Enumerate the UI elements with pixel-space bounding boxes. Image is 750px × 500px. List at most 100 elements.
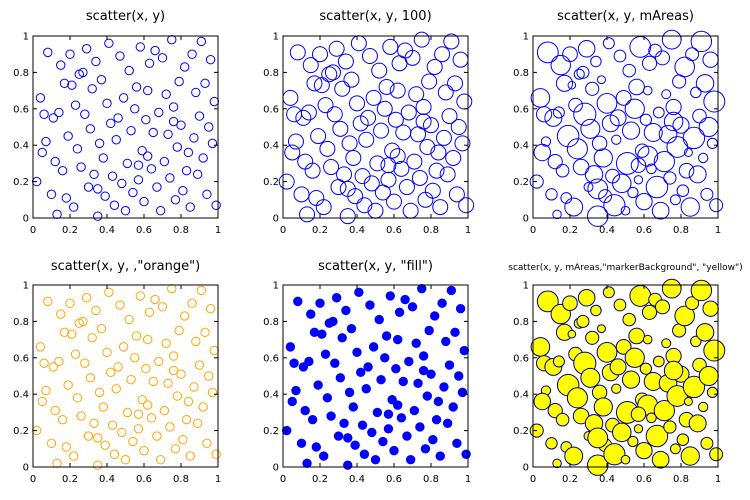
- scatter-point: [690, 279, 713, 302]
- scatter-point: [630, 406, 647, 422]
- x-tick-label: 1: [465, 474, 471, 485]
- scatter-point: [459, 345, 469, 356]
- scatter-point: [383, 424, 394, 434]
- scatter-point: [69, 451, 79, 461]
- scatter-point: [326, 411, 336, 421]
- scatter-point: [653, 150, 675, 173]
- scatter-point: [85, 124, 96, 134]
- scatter-point: [602, 286, 615, 299]
- x-tick-label: 1: [465, 225, 471, 236]
- scatter-point: [41, 385, 51, 396]
- subplot-2: scatter(x, y, 100) 0 0.2 0.4 0.6 0.8 1 0 0.2 0.4 0…: [263, 9, 475, 236]
- subplot-6: scatter(x, y, mAreas,"markerBackground",…: [508, 263, 742, 485]
- scatter-point: [573, 68, 585, 80]
- scatter-point: [111, 135, 121, 145]
- scatter-point: [52, 209, 62, 220]
- scatter-point: [709, 198, 724, 213]
- scatter-point: [363, 175, 380, 192]
- scatter-point: [339, 180, 356, 197]
- scatter-point: [72, 393, 83, 403]
- scatter-markers: [32, 283, 221, 470]
- scatter-point: [417, 283, 427, 294]
- scatter-point: [450, 327, 460, 338]
- scatter-point: [76, 411, 86, 421]
- subplot-title: scatter(x, y, ,"orange"): [51, 259, 200, 274]
- scatter-point: [61, 442, 72, 452]
- x-tick-label: 0.8: [173, 474, 189, 485]
- scatter-point: [154, 356, 164, 367]
- scatter-point: [437, 84, 454, 101]
- scatter-point: [430, 144, 447, 161]
- scatter-point: [54, 356, 64, 367]
- scatter-point: [80, 358, 90, 368]
- scatter-point: [350, 440, 360, 450]
- axes-frame: [32, 284, 219, 468]
- scatter-point: [621, 121, 641, 140]
- scatter-point: [211, 200, 221, 210]
- scatter-point: [89, 418, 99, 429]
- scatter-point: [389, 148, 406, 165]
- scatter-point: [48, 113, 59, 123]
- scatter-point: [78, 316, 88, 327]
- scatter-point: [555, 412, 570, 427]
- scatter-point: [300, 104, 317, 121]
- scatter-point: [289, 44, 306, 61]
- scatter-point: [642, 334, 653, 345]
- scatter-point: [661, 29, 682, 50]
- scatter-point: [373, 122, 390, 139]
- scatter-point: [172, 391, 183, 401]
- scatter-point: [680, 197, 700, 217]
- y-tick-label: 0.2: [263, 177, 279, 188]
- scatter-point: [209, 345, 220, 356]
- y-tick-label: 0.6: [263, 104, 279, 115]
- scatter-point: [39, 109, 49, 119]
- scatter-point: [641, 304, 658, 320]
- scatter-point: [587, 178, 609, 200]
- scatter-point: [369, 155, 386, 172]
- scatter-point: [622, 312, 636, 327]
- scatter-point: [354, 168, 371, 185]
- scatter-point: [168, 351, 179, 361]
- scatter-point: [65, 298, 75, 308]
- scatter-point: [300, 405, 310, 416]
- scatter-point: [411, 338, 421, 348]
- subplot-title: scatter(x, y, "fill"): [318, 259, 433, 274]
- scatter-point: [83, 431, 94, 441]
- scatter-point: [291, 385, 301, 396]
- scatter-point: [648, 43, 662, 58]
- scatter-point: [547, 153, 563, 170]
- scatter-point: [661, 338, 672, 349]
- scatter-point: [458, 197, 475, 214]
- scatter-point: [312, 46, 328, 63]
- scatter-point: [332, 120, 349, 137]
- y-tick-label: 0.8: [13, 68, 29, 79]
- x-tick-label: 1: [215, 474, 221, 485]
- scatter-point: [319, 140, 336, 157]
- scatter-point: [372, 407, 383, 418]
- scatter-point: [587, 205, 609, 227]
- scatter-point: [624, 98, 645, 119]
- scatter-point: [367, 427, 377, 438]
- scatter-point: [530, 337, 551, 357]
- scatter-point: [690, 335, 702, 348]
- scatter-point: [593, 397, 613, 417]
- y-tick-label: 0.8: [263, 317, 279, 328]
- scatter-point: [603, 443, 626, 466]
- y-tick-label: 0.8: [263, 68, 279, 79]
- scatter-point: [535, 106, 553, 123]
- subplot-3: scatter(x, y, mAreas) 0 0.2 0.4 0.6 0.8 1 0 0.2 0…: [513, 9, 726, 236]
- scatter-point: [313, 380, 323, 390]
- scatter-point: [639, 362, 652, 375]
- scatter-point: [552, 355, 565, 368]
- scatter-point: [286, 106, 303, 123]
- scatter-point: [205, 54, 216, 65]
- x-tick-label: 0.2: [562, 474, 578, 485]
- scatter-point: [404, 49, 421, 66]
- scatter-point: [456, 93, 473, 110]
- scatter-point: [76, 162, 86, 172]
- scatter-point: [289, 358, 299, 368]
- scatter-point: [654, 50, 671, 66]
- scatter-point: [128, 436, 138, 447]
- scatter-point: [326, 106, 343, 123]
- scatter-point: [287, 396, 297, 407]
